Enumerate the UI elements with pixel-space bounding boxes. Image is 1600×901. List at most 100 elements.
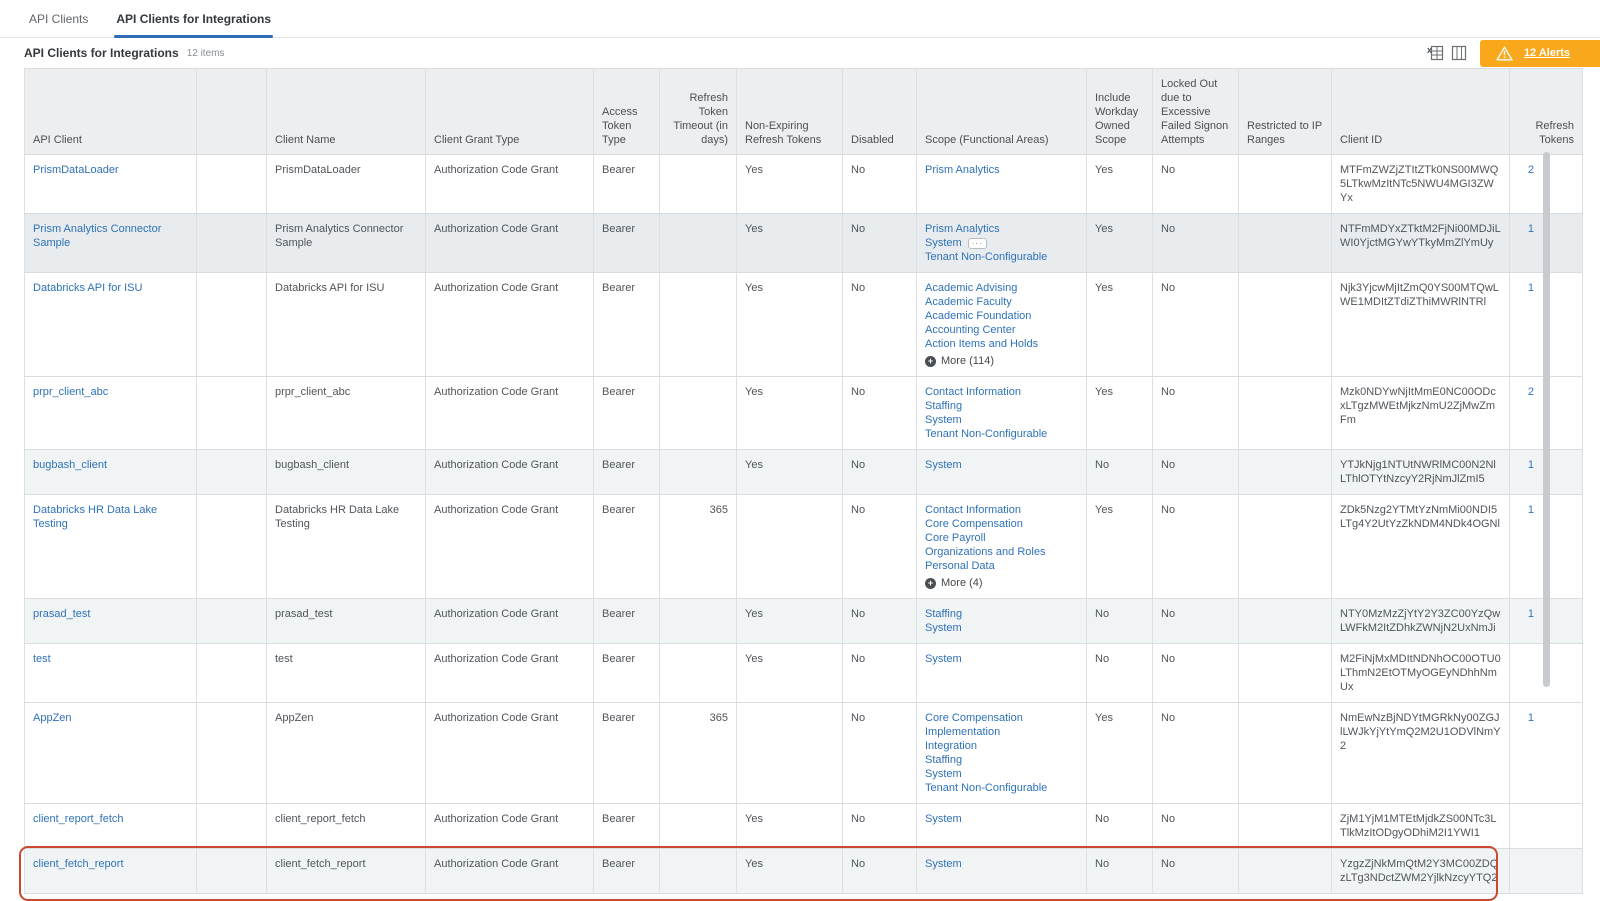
client-id-cell: M2FiNjMxMDItNDNhOC00OTU0LThmN2EtOTMyOGEy… [1332,644,1510,702]
api-client-link[interactable]: bugbash_client [33,459,108,471]
scope-link[interactable]: Tenant Non-Configurable [925,782,1048,794]
table-row: client_fetch_report client_fetch_report Au… [19,846,1583,901]
scope-link[interactable]: Core Compensation [925,518,1023,530]
vertical-scrollbar[interactable] [1543,152,1550,687]
refresh-tokens-link[interactable]: 1 [1527,712,1534,724]
scope-link[interactable]: Personal Data [925,560,995,572]
client-grant-type-cell: Authorization Code Grant [426,273,594,376]
scope-cell: Prism Analytics System ··· Tenant Non-Confi… [917,214,1087,272]
client-name-cell: PrismDataLoader [267,155,426,213]
scope-link[interactable]: Core Compensation [925,712,1023,724]
scope-link[interactable]: Accounting Center [925,324,1016,336]
scope-link[interactable]: Staffing [925,400,963,412]
api-client-link[interactable]: Databricks API for ISU [33,282,143,294]
tab-api-clients-for-integrations[interactable]: API Clients for Integrations [114,0,273,38]
scope-link[interactable]: Action Items and Holds [925,338,1039,350]
client-id-value: MTFmZWZjZTItZTk0NS00MWQ5LTkwMzItNTc5NWU4… [1340,164,1499,204]
refresh-tokens-link[interactable]: 2 [1527,164,1534,176]
client-grant-type-cell: Authorization Code Grant [426,849,594,893]
warning-triangle-icon [1496,46,1513,60]
refresh-tokens-link[interactable]: 2 [1527,386,1534,398]
column-header: Client Name [267,69,426,154]
scope-link[interactable]: Contact Information [925,504,1021,516]
table-row: test test Authorization Code Grant Bearer Ye… [24,644,1583,703]
scope-item: Staffing [925,753,1078,767]
client-id-value: M2FiNjMxMDItNDNhOC00OTU0LThmN2EtOTMyOGEy… [1340,653,1501,693]
refresh-tokens-link[interactable]: 1 [1527,223,1534,235]
scope-link[interactable]: Staffing [925,608,963,620]
scope-more-button[interactable]: + More (4) [925,576,1078,590]
refresh-tokens-cell [1510,644,1583,702]
related-actions-ellipsis-icon[interactable]: ··· [967,237,987,249]
non-expiring-refresh-tokens-cell: Yes [737,273,843,376]
refresh-tokens-link[interactable]: 1 [1527,608,1534,620]
column-header-label: Disabled [851,134,894,146]
scope-link[interactable]: Organizations and Roles [925,546,1046,558]
scope-link[interactable]: System [925,459,962,471]
api-client-link[interactable]: prasad_test [33,608,91,620]
refresh-tokens-link[interactable]: 1 [1527,282,1534,294]
client-id-value: YzgzZjNkMmQtM2Y3MC00ZDQzLTg3NDctZWM2Yjlk… [1340,858,1499,884]
scope-link[interactable]: Academic Advising [925,282,1018,294]
scope-link[interactable]: Tenant Non-Configurable [925,251,1048,263]
scope-link[interactable]: System [925,414,962,426]
scope-link[interactable]: Core Payroll [925,532,986,544]
page-title: API Clients for Integrations [24,46,179,60]
scope-link[interactable]: Prism Analytics [925,164,1000,176]
alerts-badge[interactable]: 12 Alerts [1479,39,1600,67]
scope-cell: System [917,450,1087,494]
api-client-link[interactable]: client_report_fetch [33,813,124,825]
scope-link[interactable]: System [925,768,962,780]
locked-out-cell: No [1153,155,1239,213]
scope-link[interactable]: System [925,622,962,634]
api-client-link[interactable]: PrismDataLoader [33,164,119,176]
grid-preferences-icon[interactable] [1451,45,1467,61]
scope-item: System [925,812,1078,826]
api-client-cell: prasad_test [24,599,197,643]
scope-link[interactable]: Tenant Non-Configurable [925,428,1048,440]
refresh-tokens-link[interactable]: 1 [1527,504,1534,516]
refresh-tokens-link[interactable]: 1 [1527,459,1534,471]
access-token-type-cell: Bearer [594,849,660,893]
scope-link[interactable]: Implementation [925,726,1001,738]
locked-out-cell: No [1153,599,1239,643]
scope-item: Tenant Non-Configurable [925,250,1078,264]
related-actions-cell [197,849,267,893]
scope-link[interactable]: Academic Foundation [925,310,1032,322]
scope-link[interactable]: Staffing [925,754,963,766]
disabled-cell: No [843,599,917,643]
scope-cell: Core Compensation Implementation Integrati… [917,703,1087,803]
scope-link[interactable]: System [925,813,962,825]
api-client-link[interactable]: test [33,653,51,665]
scope-link[interactable]: Contact Information [925,386,1021,398]
tab-api-clients[interactable]: API Clients [29,11,89,26]
client-name-cell: test [267,644,426,702]
non-expiring-refresh-tokens-cell: Yes [737,804,843,848]
scope-link[interactable]: System [925,653,962,665]
refresh-token-timeout-cell: 365 [660,703,737,803]
disabled-cell: No [843,703,917,803]
restricted-to-ip-ranges-cell [1239,849,1332,893]
api-client-link[interactable]: Prism Analytics Connector Sample [33,223,162,249]
column-header-label: Locked Out due to Excessive Failed Signo… [1161,78,1229,146]
scope-link[interactable]: System [925,858,962,870]
table-row: Databricks HR Data Lake Testing Databrick… [24,495,1583,599]
scope-link[interactable]: Academic Faculty [925,296,1012,308]
scope-link[interactable]: Prism Analytics [925,223,1000,235]
api-client-link[interactable]: client_fetch_report [33,858,124,870]
non-expiring-refresh-tokens-cell: Yes [737,214,843,272]
scope-link[interactable]: System [925,237,962,249]
api-client-link[interactable]: prpr_client_abc [33,386,109,398]
access-token-type-cell: Bearer [594,273,660,376]
column-header: Restricted to IP Ranges [1239,69,1332,154]
api-client-link[interactable]: AppZen [33,712,72,724]
scope-link[interactable]: Integration [925,740,977,752]
scope-cell: Contact Information Core Compensation Core… [917,495,1087,598]
access-token-type-cell: Bearer [594,804,660,848]
restricted-to-ip-ranges-cell [1239,804,1332,848]
export-to-excel-icon[interactable]: x [1427,45,1444,61]
disabled-cell: No [843,849,917,893]
scope-more-button[interactable]: + More (114) [925,354,1078,368]
include-workday-owned-scope-cell: Yes [1087,214,1153,272]
api-client-link[interactable]: Databricks HR Data Lake Testing [33,504,158,530]
